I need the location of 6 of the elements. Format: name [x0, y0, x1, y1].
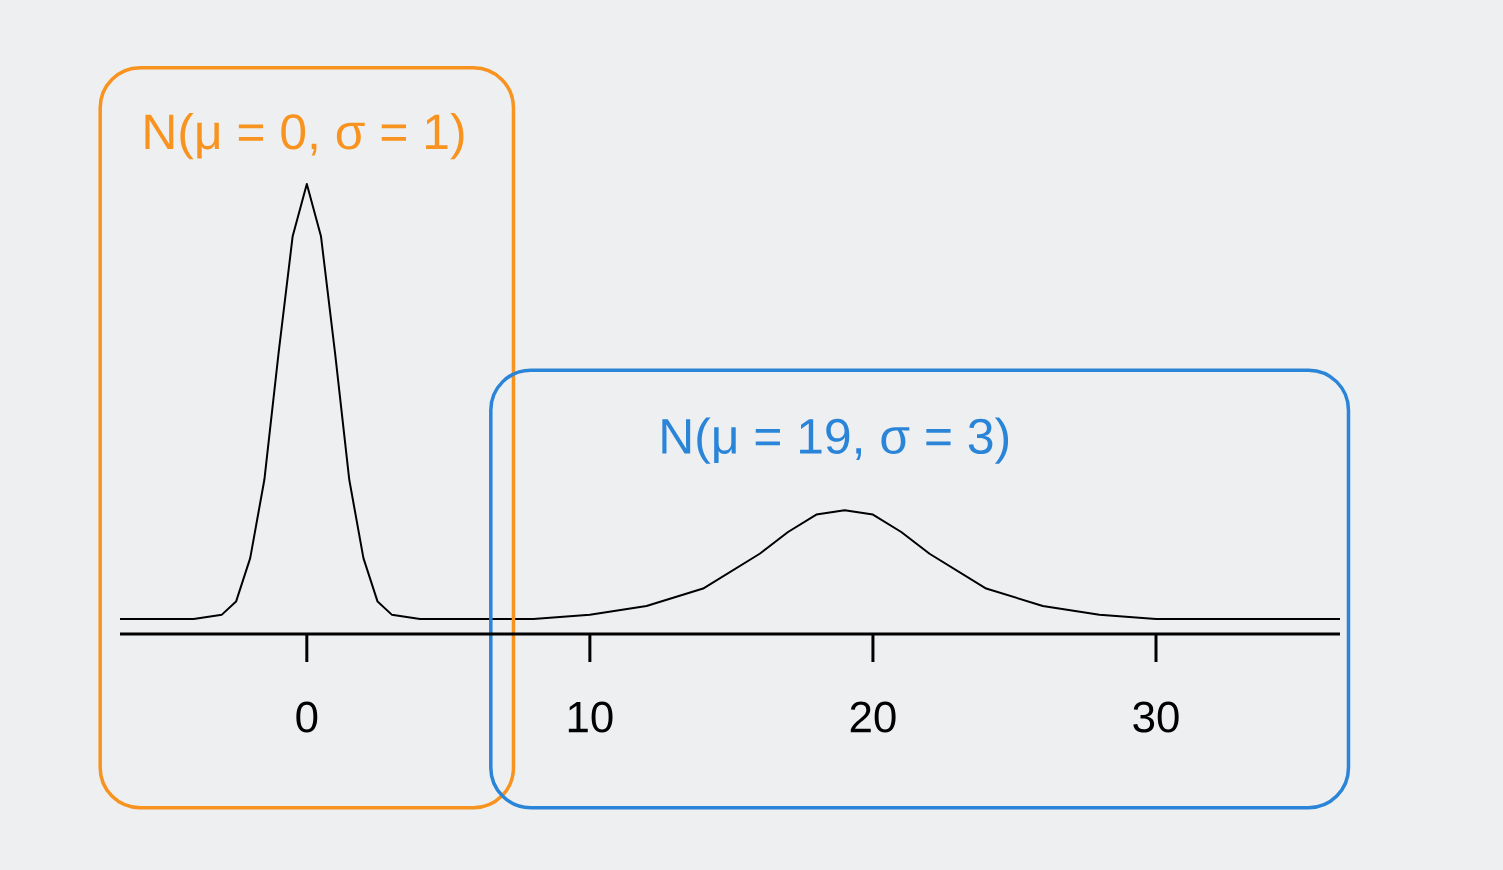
annotation: N(μ = 0, σ = 1): [145, 112, 464, 160]
x-tick-label: 0: [296, 701, 318, 733]
x-tick-label: 30: [1133, 701, 1179, 733]
annotation: N(μ = 19, σ = 3): [662, 417, 1009, 464]
x-tick-label: 20: [850, 701, 896, 733]
x-tick-label: 10: [568, 701, 613, 733]
